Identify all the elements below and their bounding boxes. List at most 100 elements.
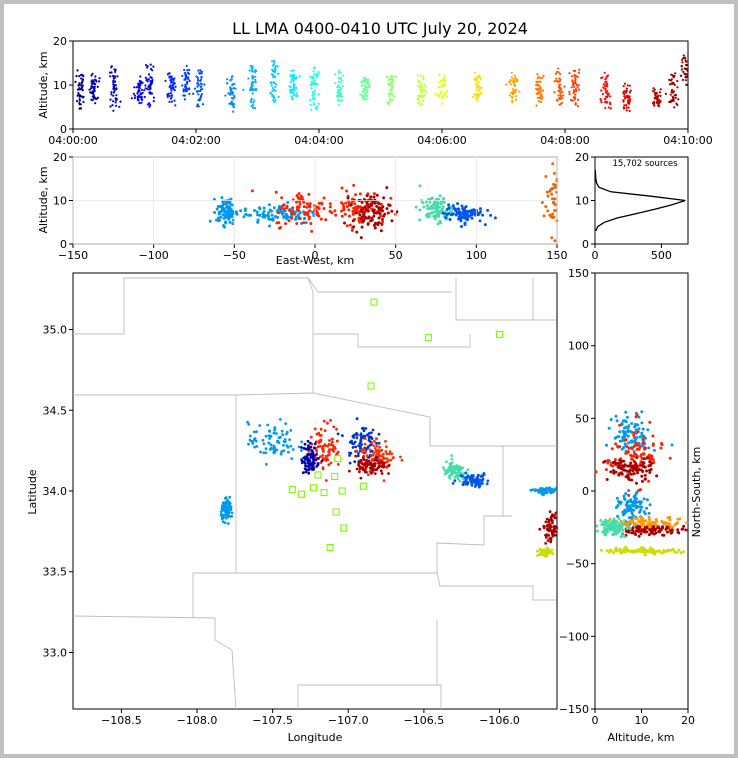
time-height-source-point [292,78,295,81]
time-height-source-point [601,76,604,79]
time-height-source-point [77,84,80,87]
plan-view-source-point [377,432,381,436]
plan-view-source-point [354,445,357,449]
ew-height-source-point [379,202,383,206]
time-height-source-point [672,96,675,99]
plan-view-source-point [529,488,533,492]
time-height-source-point [276,65,279,68]
plan-view-source-point [461,483,465,487]
time-height-source-point [628,98,632,101]
plan-view-source-point [312,454,316,457]
alt-ns-source-point [681,527,685,531]
alt-ns-source-point [647,515,651,519]
time-height-source-point [425,91,428,94]
time-height-source-point [140,93,143,96]
alt-ns-source-point [645,549,649,553]
plan-view-source-point [320,459,324,463]
alt-ns-source-point [615,520,619,524]
time-height-axes: 04:00:00 04:02:00 04:04:00 04:06:00 04:08:00… [48,35,712,147]
plan-view-source-point [551,552,555,555]
time-height-source-point [668,78,671,81]
ew-height-source-point [274,190,278,194]
ew-height-source-point [359,236,363,240]
time-height-source-point [93,89,96,93]
plan-view-source-point [252,438,256,442]
time-height-source-point [232,110,235,113]
time-height-source-point [94,102,97,105]
plan-view-source-point [366,463,370,466]
time-height-source-point [338,69,341,72]
time-height-source-point [112,91,116,94]
ew-height-source-point [474,210,478,214]
plan-view-source-point [542,526,546,530]
plan-view-source-point [399,455,402,459]
plan-view-source-point [304,470,308,474]
time-height-source-point [133,96,136,100]
plan-view-source-point [327,450,331,454]
county-boundary-line [436,572,557,601]
time-height-source-point [114,101,117,104]
x-tick-label: 100 [466,249,487,262]
time-height-source-point [558,80,562,83]
plan-view-source-point [458,465,461,468]
time-height-source-point [136,98,139,101]
time-height-source-point [558,85,561,88]
alt-ns-source-point [664,521,668,525]
time-height-source-point [269,81,272,84]
plan-view-source-point [466,474,470,478]
ew-height-source-point [426,212,429,216]
plan-view-source-point [225,516,228,520]
plan-view-source-point [456,477,460,481]
x-tick-label: −106.5 [404,714,445,727]
ew-height-source-point [360,225,364,229]
ew-height-source-point [249,213,253,217]
ew-height-source-point [215,207,219,211]
time-height-source-point [294,94,297,97]
ew-height-source-point [280,196,284,200]
ew-height-source-point [223,225,226,229]
alt-ns-source-point [609,463,613,467]
ew-height-source-point [250,189,254,193]
time-height-source-point [115,87,118,90]
alt-ns-source-point [605,478,609,481]
alt-ns-source-point [641,549,645,553]
ew-height-source-point [296,196,300,199]
lma-station-marker [314,471,322,479]
plan-view-source-point [306,446,310,450]
alt-ns-source-point [618,423,622,427]
alt-ns-source-point [684,528,688,532]
alt-ns-source-point [594,470,598,474]
time-height-source-point [273,70,276,73]
plan-view-source-point [248,434,252,438]
ew-height-source-point [449,213,453,217]
ew-height-source-point [286,201,290,204]
ew-height-source-point [302,221,306,225]
alt-ns-source-point [646,523,650,527]
ew-height-source-point [436,204,439,208]
ew-height-source-point [442,211,446,215]
time-height-source-point [113,80,117,83]
time-height-source-point [251,106,255,109]
time-height-source-point [603,84,607,88]
time-height-source-point [147,73,151,76]
time-height-source-point [82,75,85,78]
time-height-source-point [168,100,171,103]
time-height-source-point [514,80,517,83]
time-height-source-point [562,94,565,97]
time-height-source-point [622,100,625,103]
plan-view-source-point [315,432,319,436]
time-height-source-point [78,95,81,98]
y-tick-label: 34.5 [43,404,68,417]
time-height-source-point [113,75,116,78]
ew-height-source-point [385,207,389,211]
plan-view-source-point [300,446,303,449]
time-height-source-point [422,77,425,81]
time-height-source-point [81,79,84,82]
time-height-source-point [390,92,393,95]
time-height-source-point [417,98,420,101]
alt-ns-source-point [630,531,634,535]
x-tick-label: 04:02:00 [171,134,220,147]
time-height-source-point [196,76,199,79]
time-height-source-point [477,74,481,77]
plan-view-source-point [359,438,363,442]
